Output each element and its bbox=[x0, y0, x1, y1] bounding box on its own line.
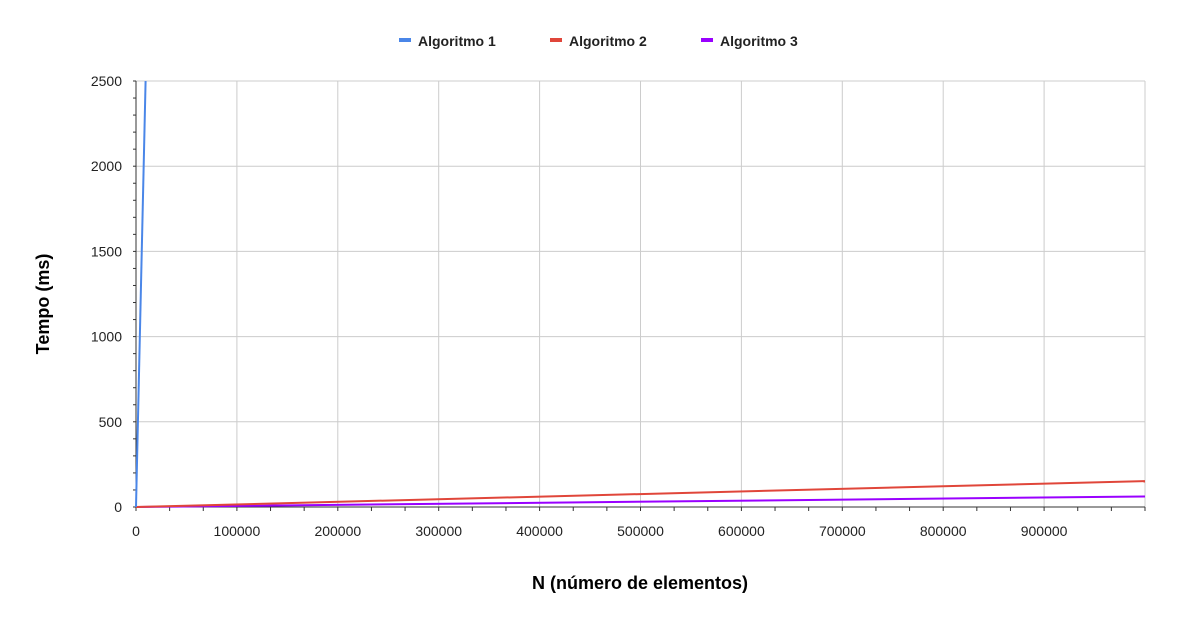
axes bbox=[135, 81, 1145, 508]
x-tick-label: 700000 bbox=[819, 523, 866, 539]
y-tick-labels: 0 500 1000 1500 2000 2500 bbox=[91, 73, 122, 515]
legend-swatch bbox=[399, 38, 411, 42]
x-axis-title: N (número de elementos) bbox=[532, 573, 748, 593]
legend-label: Algoritmo 1 bbox=[418, 33, 496, 49]
legend-swatch bbox=[550, 38, 562, 42]
x-tick-label: 400000 bbox=[516, 523, 563, 539]
series-line-3 bbox=[135, 495, 1146, 508]
x-tick-label: 800000 bbox=[920, 523, 967, 539]
minor-ticks bbox=[133, 80, 1146, 511]
legend-item-1[interactable]: Algoritmo 1 bbox=[399, 33, 496, 49]
y-tick-label: 2500 bbox=[91, 73, 122, 89]
series-line-1 bbox=[135, 80, 147, 508]
legend-label: Algoritmo 3 bbox=[720, 33, 798, 49]
y-axis-title: Tempo (ms) bbox=[33, 254, 53, 355]
legend-item-3[interactable]: Algoritmo 3 bbox=[701, 33, 798, 49]
series-lines bbox=[135, 80, 1146, 508]
series-line-2 bbox=[135, 480, 1146, 508]
x-tick-label: 600000 bbox=[718, 523, 765, 539]
x-tick-label: 900000 bbox=[1021, 523, 1068, 539]
y-tick-label: 1500 bbox=[91, 243, 122, 259]
x-tick-labels: 0 100000 200000 300000 400000 500000 600000 700… bbox=[132, 523, 1068, 539]
legend: Algoritmo 1 Algoritmo 2 Algoritmo 3 bbox=[399, 33, 798, 49]
y-tick-label: 0 bbox=[114, 499, 122, 515]
x-tick-label: 300000 bbox=[415, 523, 462, 539]
grid bbox=[136, 80, 1146, 507]
legend-swatch bbox=[701, 38, 713, 42]
x-tick-label: 200000 bbox=[314, 523, 361, 539]
y-tick-label: 2000 bbox=[91, 158, 122, 174]
x-tick-label: 500000 bbox=[617, 523, 664, 539]
y-tick-label: 500 bbox=[99, 414, 123, 430]
x-tick-label: 100000 bbox=[214, 523, 261, 539]
legend-label: Algoritmo 2 bbox=[569, 33, 647, 49]
x-tick-label: 0 bbox=[132, 523, 140, 539]
y-tick-label: 1000 bbox=[91, 329, 122, 345]
legend-item-2[interactable]: Algoritmo 2 bbox=[550, 33, 647, 49]
